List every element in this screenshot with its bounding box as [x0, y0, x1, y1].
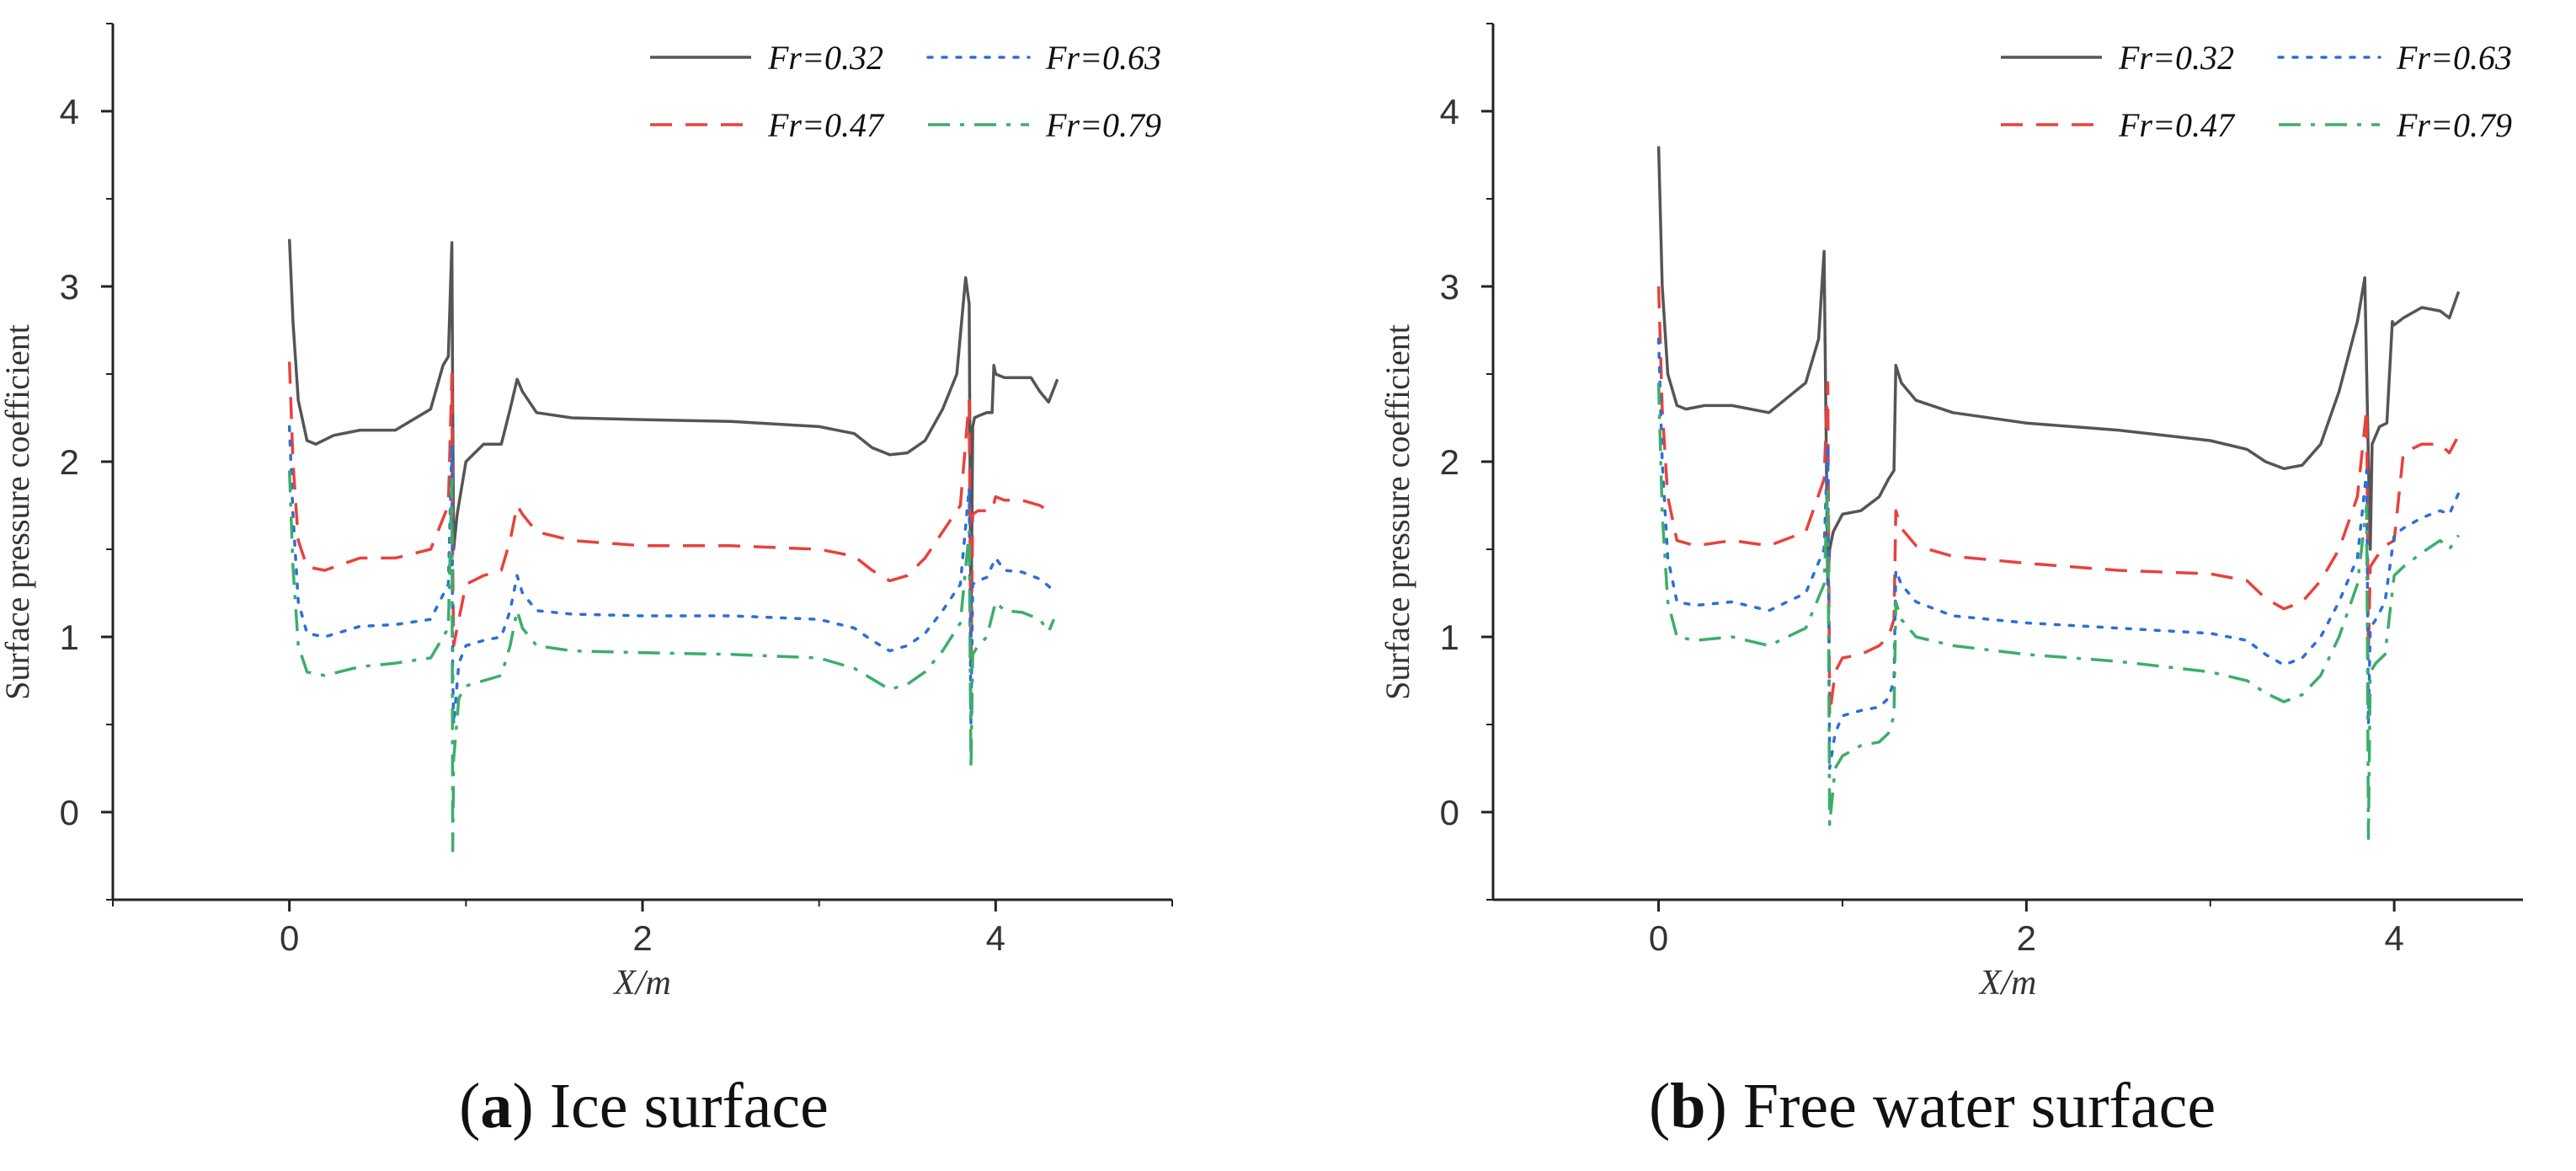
chart-a-legend-label-0: Fr=0.32: [767, 39, 883, 77]
chart-a-series-line-3: [287, 470, 1056, 853]
chart-b-ylabel: Surface pressure coefficient: [1379, 324, 1416, 700]
chart-b-xtick-label: 2: [2017, 918, 2036, 958]
chart-a-legend-label-2: Fr=0.63: [1045, 39, 1161, 77]
chart-b-svg: 0 1 2 3 4 0 2 4 X/m Surface pressure coefficient F…: [1379, 23, 2523, 1003]
panel-a: 0 1 2 3 4 0 2 4 X/m Surface pressure coefficient F…: [0, 23, 1173, 1142]
chart-b-series-line-1: [1656, 286, 2461, 718]
caption-b-text: Free water surface: [1742, 1071, 2216, 1142]
chart-a-xlabel: X/m: [612, 964, 671, 1003]
chart-a-ytick-label: 0: [60, 793, 79, 832]
chart-b-series-line-3: [1656, 382, 2461, 840]
chart-a-legend-label-1: Fr=0.47: [767, 106, 885, 144]
chart-a-series-line-2: [287, 425, 1056, 726]
chart-b-legend-label-2: Fr=0.63: [2396, 39, 2512, 77]
chart-a-series-line-1: [287, 361, 1055, 674]
chart-a-ytick-label: 3: [60, 267, 79, 307]
caption-a-text: Ice surface: [549, 1071, 829, 1142]
chart-b-xlabel: X/m: [1978, 964, 2037, 1003]
chart-b-ytick-label: 3: [1440, 267, 1459, 307]
chart-b-ytick-label: 2: [1440, 442, 1459, 482]
chart-b-series-line-0: [1656, 146, 2461, 586]
caption-b: (b) Free water surface: [1648, 1071, 2216, 1142]
chart-b-legend-label-0: Fr=0.32: [2118, 39, 2234, 77]
chart-b-xtick-label: 4: [2384, 918, 2403, 958]
chart-b-series-line-2: [1656, 337, 2461, 770]
chart-a-ytick-label: 2: [60, 442, 79, 482]
chart-b-legend-label-1: Fr=0.47: [2118, 106, 2236, 144]
chart-a-legend-label-3: Fr=0.79: [1045, 106, 1161, 144]
chart-a-xtick-label: 2: [632, 918, 652, 958]
panel-b: 0 1 2 3 4 0 2 4 X/m Surface pressure coefficient F…: [1288, 0, 2576, 1171]
chart-a-xtick-label: 4: [986, 918, 1005, 958]
chart-a-ytick-label: 4: [60, 92, 79, 131]
chart-b-ytick-label: 4: [1440, 92, 1459, 131]
chart-b-xtick-label: 0: [1649, 918, 1668, 958]
caption-b-letter: b: [1670, 1071, 1706, 1142]
caption-a-letter: a: [480, 1071, 513, 1142]
caption-a: (a) Ice surface: [459, 1071, 829, 1142]
chart-a-ytick-label: 1: [60, 618, 79, 657]
chart-b-legend-label-3: Fr=0.79: [2396, 106, 2512, 144]
chart-a-xtick-label: 0: [280, 918, 299, 958]
chart-a-series-line-0: [287, 238, 1059, 639]
chart-b-ytick-label: 0: [1440, 793, 1459, 832]
chart-b-ytick-label: 1: [1440, 618, 1459, 657]
chart-a-svg: 0 1 2 3 4 0 2 4 X/m Surface pressure coefficient F…: [0, 23, 1173, 1003]
chart-a-ylabel: Surface pressure coefficient: [0, 324, 36, 700]
